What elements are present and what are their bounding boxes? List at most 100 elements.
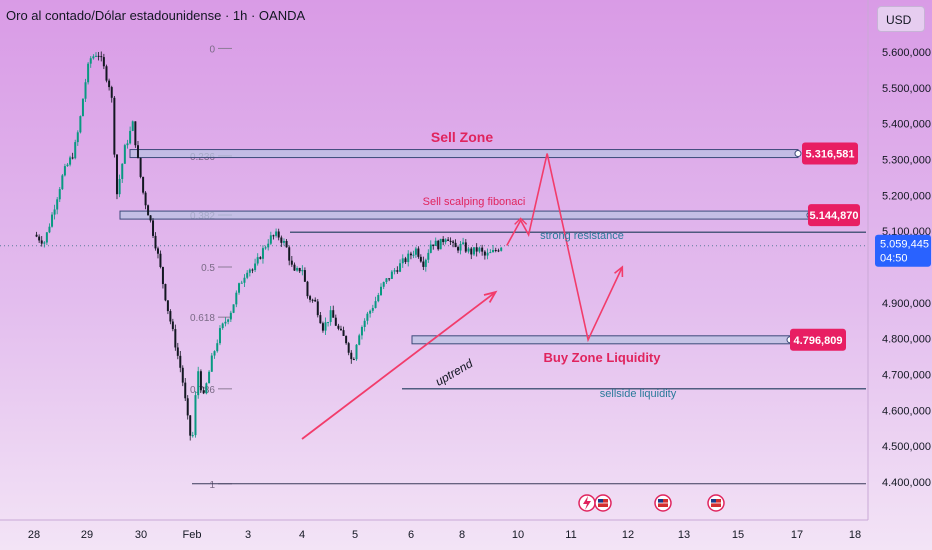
candle-body-102: [301, 270, 304, 272]
candle-161: [454, 239, 457, 248]
currency-button[interactable]: USD: [877, 6, 925, 32]
candle-80: [243, 274, 246, 287]
candle-body-90: [269, 235, 272, 244]
x-tick-label-6: 5: [352, 529, 358, 541]
candle-body-166: [467, 248, 470, 252]
candle-115: [334, 314, 337, 327]
candles: [35, 51, 503, 441]
candle-153: [434, 237, 437, 246]
event-flag-icon-3-canton: [711, 499, 716, 503]
fib-label-0: 0: [209, 44, 215, 55]
candle-body-129: [371, 307, 374, 311]
candle-body-72: [221, 323, 224, 329]
candle-138: [396, 266, 399, 274]
candle-body-173: [486, 252, 489, 256]
candle-body-111: [324, 322, 327, 331]
candle-72: [221, 322, 224, 330]
candle-40: [139, 157, 142, 179]
candle-3: [43, 241, 46, 248]
candle-body-67: [208, 371, 211, 384]
candle-body-54: [174, 329, 177, 348]
candle-87: [261, 245, 264, 264]
candle-body-118: [342, 330, 345, 336]
candle-112: [327, 321, 330, 327]
candle-body-21: [89, 58, 92, 64]
candle-body-51: [166, 300, 169, 312]
candle-151: [429, 240, 432, 254]
candle-body-114: [332, 310, 335, 318]
candle-178: [500, 246, 503, 252]
candle-107: [314, 297, 317, 302]
candle-30: [113, 95, 116, 158]
candle-156: [442, 236, 445, 246]
candle-84: [254, 258, 257, 272]
candle-120: [347, 341, 350, 356]
candle-body-5: [48, 226, 51, 233]
candle-18: [81, 98, 84, 117]
candle-body-28: [108, 80, 111, 88]
candle-body-19: [84, 82, 87, 99]
candle-37: [131, 120, 134, 132]
candle-body-110: [321, 323, 324, 331]
sell-zone-label: Sell Zone: [431, 129, 493, 145]
candle-body-46: [154, 235, 157, 249]
candle-168: [472, 247, 475, 257]
candle-108: [316, 298, 319, 318]
y-tick-label-8: 4.700,000: [882, 370, 931, 382]
price-tag-buy-zone: 4.796,809: [790, 328, 846, 351]
candle-body-133: [382, 282, 385, 287]
candle-45: [152, 218, 155, 238]
projection-arrowhead: [614, 265, 624, 278]
candle-100: [296, 266, 299, 272]
candle-81: [246, 270, 249, 280]
candle-body-79: [240, 282, 243, 284]
candle-76: [232, 304, 235, 314]
candle-body-89: [267, 243, 270, 248]
buy-zone-box: [411, 335, 791, 345]
candle-0: [35, 231, 38, 238]
candle-body-132: [379, 286, 382, 296]
candle-body-122: [352, 359, 355, 361]
price-tag-sell-zone: 5.316,581: [802, 142, 858, 165]
uptrend-arrowhead: [483, 290, 498, 303]
candle-173: [486, 248, 489, 260]
candle-73: [224, 317, 227, 327]
x-tick-label-3: Feb: [183, 529, 202, 541]
candle-158: [447, 237, 450, 242]
candle-body-71: [218, 328, 221, 344]
candle-105: [309, 294, 312, 303]
sell-scalping-label: Sell scalping fibonaci: [423, 196, 526, 208]
candle-body-115: [334, 317, 337, 326]
candle-body-58: [184, 382, 187, 399]
candle-46: [154, 232, 157, 251]
candle-22: [92, 54, 95, 60]
candle-body-162: [457, 247, 460, 251]
candle-body-48: [159, 253, 162, 268]
candle-body-128: [369, 310, 372, 314]
candle-body-100: [296, 268, 299, 271]
candle-body-135: [388, 278, 391, 280]
candle-110: [321, 321, 324, 333]
candle-body-127: [366, 313, 369, 321]
candle-62: [194, 391, 197, 438]
candle-70: [216, 339, 219, 353]
candle-88: [264, 245, 267, 250]
candle-116: [337, 323, 340, 331]
event-flag-icon-1-canton: [598, 499, 603, 503]
candle-body-144: [412, 254, 415, 256]
x-tick-label-10: 11: [565, 529, 576, 541]
candle-149: [424, 258, 427, 272]
candle-35: [126, 139, 129, 149]
candle-body-77: [235, 292, 238, 305]
candle-10: [61, 173, 64, 190]
candle-144: [412, 250, 415, 259]
x-tick-label-11: 12: [622, 529, 634, 541]
candle-body-20: [87, 63, 90, 83]
candle-119: [345, 335, 348, 345]
candle-body-108: [316, 301, 319, 316]
candle-body-73: [224, 321, 227, 324]
candle-body-138: [396, 270, 399, 272]
candle-body-91: [272, 235, 275, 237]
current-price-value: 5.059,445: [880, 239, 929, 251]
